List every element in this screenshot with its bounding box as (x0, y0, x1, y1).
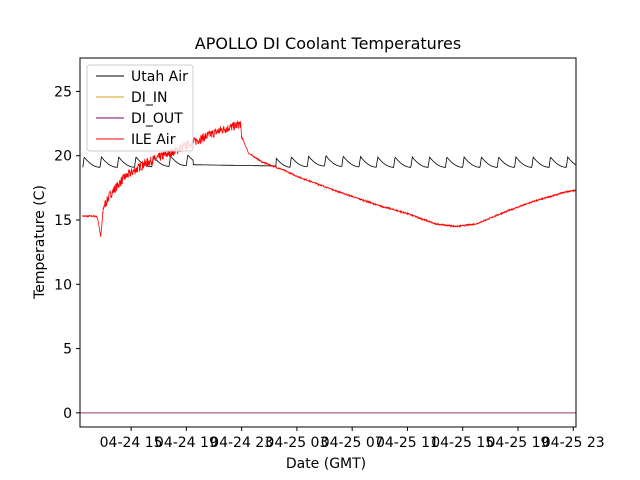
x-tick-label: 04-25 07 (321, 435, 384, 451)
series-layer (80, 120, 576, 414)
legend-label: DI_IN (131, 90, 168, 106)
y-tick-label: 0 (63, 406, 72, 422)
x-tick-label: 04-24 15 (100, 435, 163, 451)
x-tick-label: 04-25 19 (486, 435, 549, 451)
series-line-utah-air (82, 154, 576, 168)
series-line-ile-air (82, 120, 576, 237)
y-tick-label: 20 (54, 149, 72, 165)
legend-label: DI_OUT (131, 111, 183, 127)
y-axis-title: Temperature (C) (32, 185, 48, 300)
x-tick-label: 04-24 19 (155, 435, 218, 451)
y-tick-label: 5 (63, 342, 72, 358)
chart-title: APOLLO DI Coolant Temperatures (195, 34, 461, 53)
x-axis-title: Date (GMT) (286, 456, 366, 472)
x-tick-label: 04-25 11 (376, 435, 439, 451)
x-tick-label: 04-25 15 (431, 435, 494, 451)
plot-frame (79, 57, 577, 428)
x-tick-label: 04-25 03 (265, 435, 328, 451)
y-tick-label: 25 (54, 84, 72, 100)
x-tick-label: 04-24 23 (210, 435, 273, 451)
x-tick-label: 04-25 23 (542, 435, 605, 451)
legend-label: ILE Air (131, 132, 176, 148)
legend: Utah Air DI_IN DI_OUT ILE Air (86, 64, 194, 152)
y-tick-label: 15 (54, 213, 72, 229)
legend-box (86, 64, 194, 152)
y-tick-label: 10 (54, 277, 72, 293)
legend-label: Utah Air (131, 69, 188, 85)
y-axis-ticks: 0 5 10 15 20 25 (54, 84, 80, 422)
